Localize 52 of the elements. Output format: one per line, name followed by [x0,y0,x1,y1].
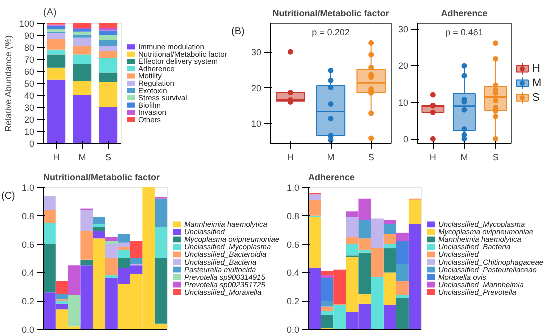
y-tick-label: 90 [24,31,35,41]
y-tick-label: 80 [24,43,35,53]
legend-label: M [532,78,542,90]
y-tick-label: 30 [24,103,35,113]
y-tick-label: 0.8 [22,211,35,222]
chart-title: Nutritional/Metabolic factor [272,8,390,18]
y-tick-label: 0.2 [22,296,35,307]
chart-title: Adherence [308,172,356,182]
text: (B) [232,26,245,38]
y-tick-label: 50 [24,79,35,89]
x-tick-label: M [78,152,86,162]
y-tick-label: 20 [398,61,409,72]
x-tick-label: M [327,152,335,162]
y-tick-label: 0.6 [22,240,35,250]
y-tick-label: 30 [398,24,409,35]
x-tick-label: S [106,152,112,162]
y-tick-label: 0.4 [286,268,300,278]
y-tick-label: 0.0 [286,325,300,335]
x-tick-label: S [368,152,374,162]
y-tick-label: 40 [24,91,35,101]
chart-title: Nutritional/Metabolic factor [44,172,161,182]
y-tick-label: 0 [403,134,409,145]
chart-subtitle: p = 0.202 [312,28,350,38]
y-tick-label: 20 [251,83,262,94]
y-tick-label: 70 [24,55,35,65]
y-tick-label: 60 [24,67,35,77]
legend-label: S [532,92,540,104]
y-tick-label: 1.0 [22,183,35,193]
text: (A) [44,8,57,18]
y-tick-label: 30 [251,48,262,58]
y-axis-title: Relative Abundance (%) [3,35,14,132]
x-tick-label: H [53,152,60,162]
x-tick-label: H [430,152,436,162]
y-tick-label: 20 [24,115,35,125]
text: (C) [2,190,16,202]
y-tick-label: 0.4 [22,268,35,278]
x-tick-label: S [492,152,499,162]
chart-title: Adherence [441,8,488,18]
chart-subtitle: p = 0.461 [446,28,484,38]
y-tick-label: 0.0 [22,325,35,335]
y-tick-label: 100 [19,19,35,29]
x-tick-label: M [460,152,468,162]
y-tick-label: 10 [398,98,409,108]
x-tick-label: H [287,152,294,162]
y-tick-label: 0.6 [286,240,300,250]
y-tick-label: 0.8 [286,211,300,222]
y-tick-label: 10 [24,127,35,137]
y-tick-label: 0 [29,139,35,149]
y-tick-label: 1.0 [286,183,300,193]
y-tick-label: 10 [251,119,262,129]
legend-label: H [532,62,540,75]
y-tick-label: 0.2 [286,296,300,307]
